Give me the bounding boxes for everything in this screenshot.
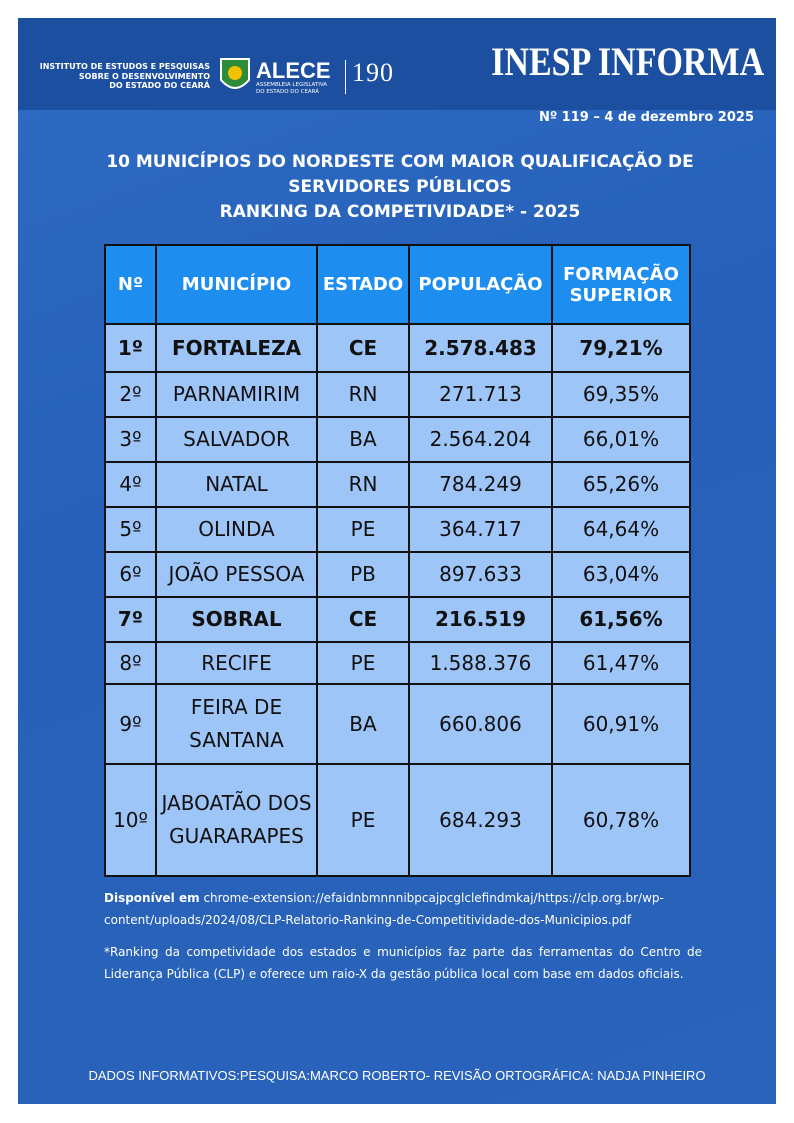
note: *Ranking da competividade dos estados e …	[104, 945, 702, 981]
table-cell: PARNAMIRIM	[155, 371, 318, 418]
alece-subtitle: ASSEMBLEIA LEGISLATIVA DO ESTADO DO CEAR…	[256, 82, 327, 95]
table-cell: 216.519	[408, 596, 553, 643]
table-cell: JOÃO PESSOA	[155, 551, 318, 598]
table-cell: CE	[316, 323, 410, 373]
alece-subtitle-line: DO ESTADO DO CEARÁ	[256, 88, 320, 95]
table-cell: 2º	[104, 371, 157, 418]
alece-logo: ALECE	[256, 58, 331, 83]
table-cell: 2.564.204	[408, 416, 553, 463]
institute-line: SOBRE O DESENVOLVIMENTO	[78, 71, 210, 81]
column-header: MUNICÍPIO	[155, 244, 318, 325]
footer: DADOS INFORMATIVOS:PESQUISA:MARCO ROBERT…	[88, 1068, 706, 1083]
table-cell: PE	[316, 641, 410, 685]
table-cell: RN	[316, 461, 410, 508]
table-cell: 69,35%	[551, 371, 691, 418]
column-header: Nº	[104, 244, 157, 325]
table-cell: 65,26%	[551, 461, 691, 508]
title: 10 MUNICÍPIOS DO NORDESTE COM MAIOR QUAL…	[60, 150, 740, 225]
table-row: 8º RECIFE PE 1.588.376 61,47%	[104, 641, 691, 685]
table-row: 10º JABOATÃO DOS GUARARAPES PE 684.293 60,78…	[104, 763, 691, 877]
table-cell: 66,01%	[551, 416, 691, 463]
source: Disponível em chrome-extension://efaidnb…	[104, 887, 704, 931]
table-cell: PE	[316, 763, 410, 877]
table-row: 7º SOBRAL CE 216.519 61,56%	[104, 596, 691, 643]
table-cell: 1.588.376	[408, 641, 553, 685]
table-cell: JABOATÃO DOS GUARARAPES	[155, 763, 318, 877]
brand-title: INESP INFORMA	[491, 39, 764, 84]
table-cell: 9º	[104, 683, 157, 765]
table-cell: 2.578.483	[408, 323, 553, 373]
header-row: Nº MUNICÍPIO ESTADO POPULAÇÃO FORMAÇÃO S…	[104, 244, 691, 325]
column-header: ESTADO	[316, 244, 410, 325]
table-cell: BA	[316, 683, 410, 765]
source-label: Disponível em	[104, 891, 200, 905]
title-line: 10 MUNICÍPIOS DO NORDESTE COM MAIOR QUAL…	[106, 152, 694, 172]
alece-subtitle-line: ASSEMBLEIA LEGISLATIVA	[256, 82, 328, 88]
table-cell: OLINDA	[155, 506, 318, 553]
table-cell: RN	[316, 371, 410, 418]
ranking-table: Nº MUNICÍPIO ESTADO POPULAÇÃO FORMAÇÃO S…	[104, 244, 691, 877]
table-cell: 60,78%	[551, 763, 691, 877]
table-cell: 3º	[104, 416, 157, 463]
divider	[345, 60, 346, 94]
table-cell: 1º	[104, 323, 157, 373]
table-cell: SOBRAL	[155, 596, 318, 643]
table-cell: 60,91%	[551, 683, 691, 765]
table-cell: FORTALEZA	[155, 323, 318, 373]
table-cell: 4º	[104, 461, 157, 508]
table-cell: 10º	[104, 763, 157, 877]
column-header: FORMAÇÃO SUPERIOR	[551, 244, 691, 325]
table-body: 1º FORTALEZA CE 2.578.483 79,21% 2º PARNAMIRIM…	[104, 323, 691, 877]
table-row: 3º SALVADOR BA 2.564.204 66,01%	[104, 416, 691, 463]
table-cell: 660.806	[408, 683, 553, 765]
column-header: POPULAÇÃO	[408, 244, 553, 325]
table-cell: 61,56%	[551, 596, 691, 643]
table-cell: 6º	[104, 551, 157, 598]
table-cell: PB	[316, 551, 410, 598]
table-cell: 364.717	[408, 506, 553, 553]
table-cell: 897.633	[408, 551, 553, 598]
table-cell: 61,47%	[551, 641, 691, 685]
table-cell: 7º	[104, 596, 157, 643]
title-line: SERVIDORES PÚBLICOS	[288, 177, 512, 197]
title-line: RANKING DA COMPETIVIDADE* - 2025	[219, 202, 581, 222]
table-cell: RECIFE	[155, 641, 318, 685]
table-row: 6º JOÃO PESSOA PB 897.633 63,04%	[104, 551, 691, 598]
header-band	[18, 18, 776, 110]
anniversary-logo: 190	[352, 58, 394, 87]
edition: Nº 119 – 4 de dezembro 2025	[538, 110, 754, 125]
table-cell: 5º	[104, 506, 157, 553]
table-row: 5º OLINDA PE 364.717 64,64%	[104, 506, 691, 553]
institute-line: INSTITUTO DE ESTUDOS E PESQUISAS	[39, 62, 210, 71]
table-cell: FEIRA DE SANTANA	[155, 683, 318, 765]
table-cell: CE	[316, 596, 410, 643]
table-row: 2º PARNAMIRIM RN 271.713 69,35%	[104, 371, 691, 418]
table-cell: NATAL	[155, 461, 318, 508]
table-cell: BA	[316, 416, 410, 463]
source-url: chrome-extension://efaidnbmnnnibpcajpcgl…	[104, 891, 664, 927]
table-cell: SALVADOR	[155, 416, 318, 463]
table-row: 9º FEIRA DE SANTANA BA 660.806 60,91%	[104, 683, 691, 765]
institute-line: DO ESTADO DO CEARÁ	[109, 81, 210, 90]
table-cell: 271.713	[408, 371, 553, 418]
institute-name: INSTITUTO DE ESTUDOS E PESQUISAS SOBRE O…	[30, 62, 210, 91]
logo-emblem	[220, 58, 250, 89]
table-row: 4º NATAL RN 784.249 65,26%	[104, 461, 691, 508]
table-row: 1º FORTALEZA CE 2.578.483 79,21%	[104, 323, 691, 373]
table-cell: 8º	[104, 641, 157, 685]
table-cell: 63,04%	[551, 551, 691, 598]
table-cell: PE	[316, 506, 410, 553]
table-cell: 784.249	[408, 461, 553, 508]
table-cell: 64,64%	[551, 506, 691, 553]
table-cell: 79,21%	[551, 323, 691, 373]
table-cell: 684.293	[408, 763, 553, 877]
